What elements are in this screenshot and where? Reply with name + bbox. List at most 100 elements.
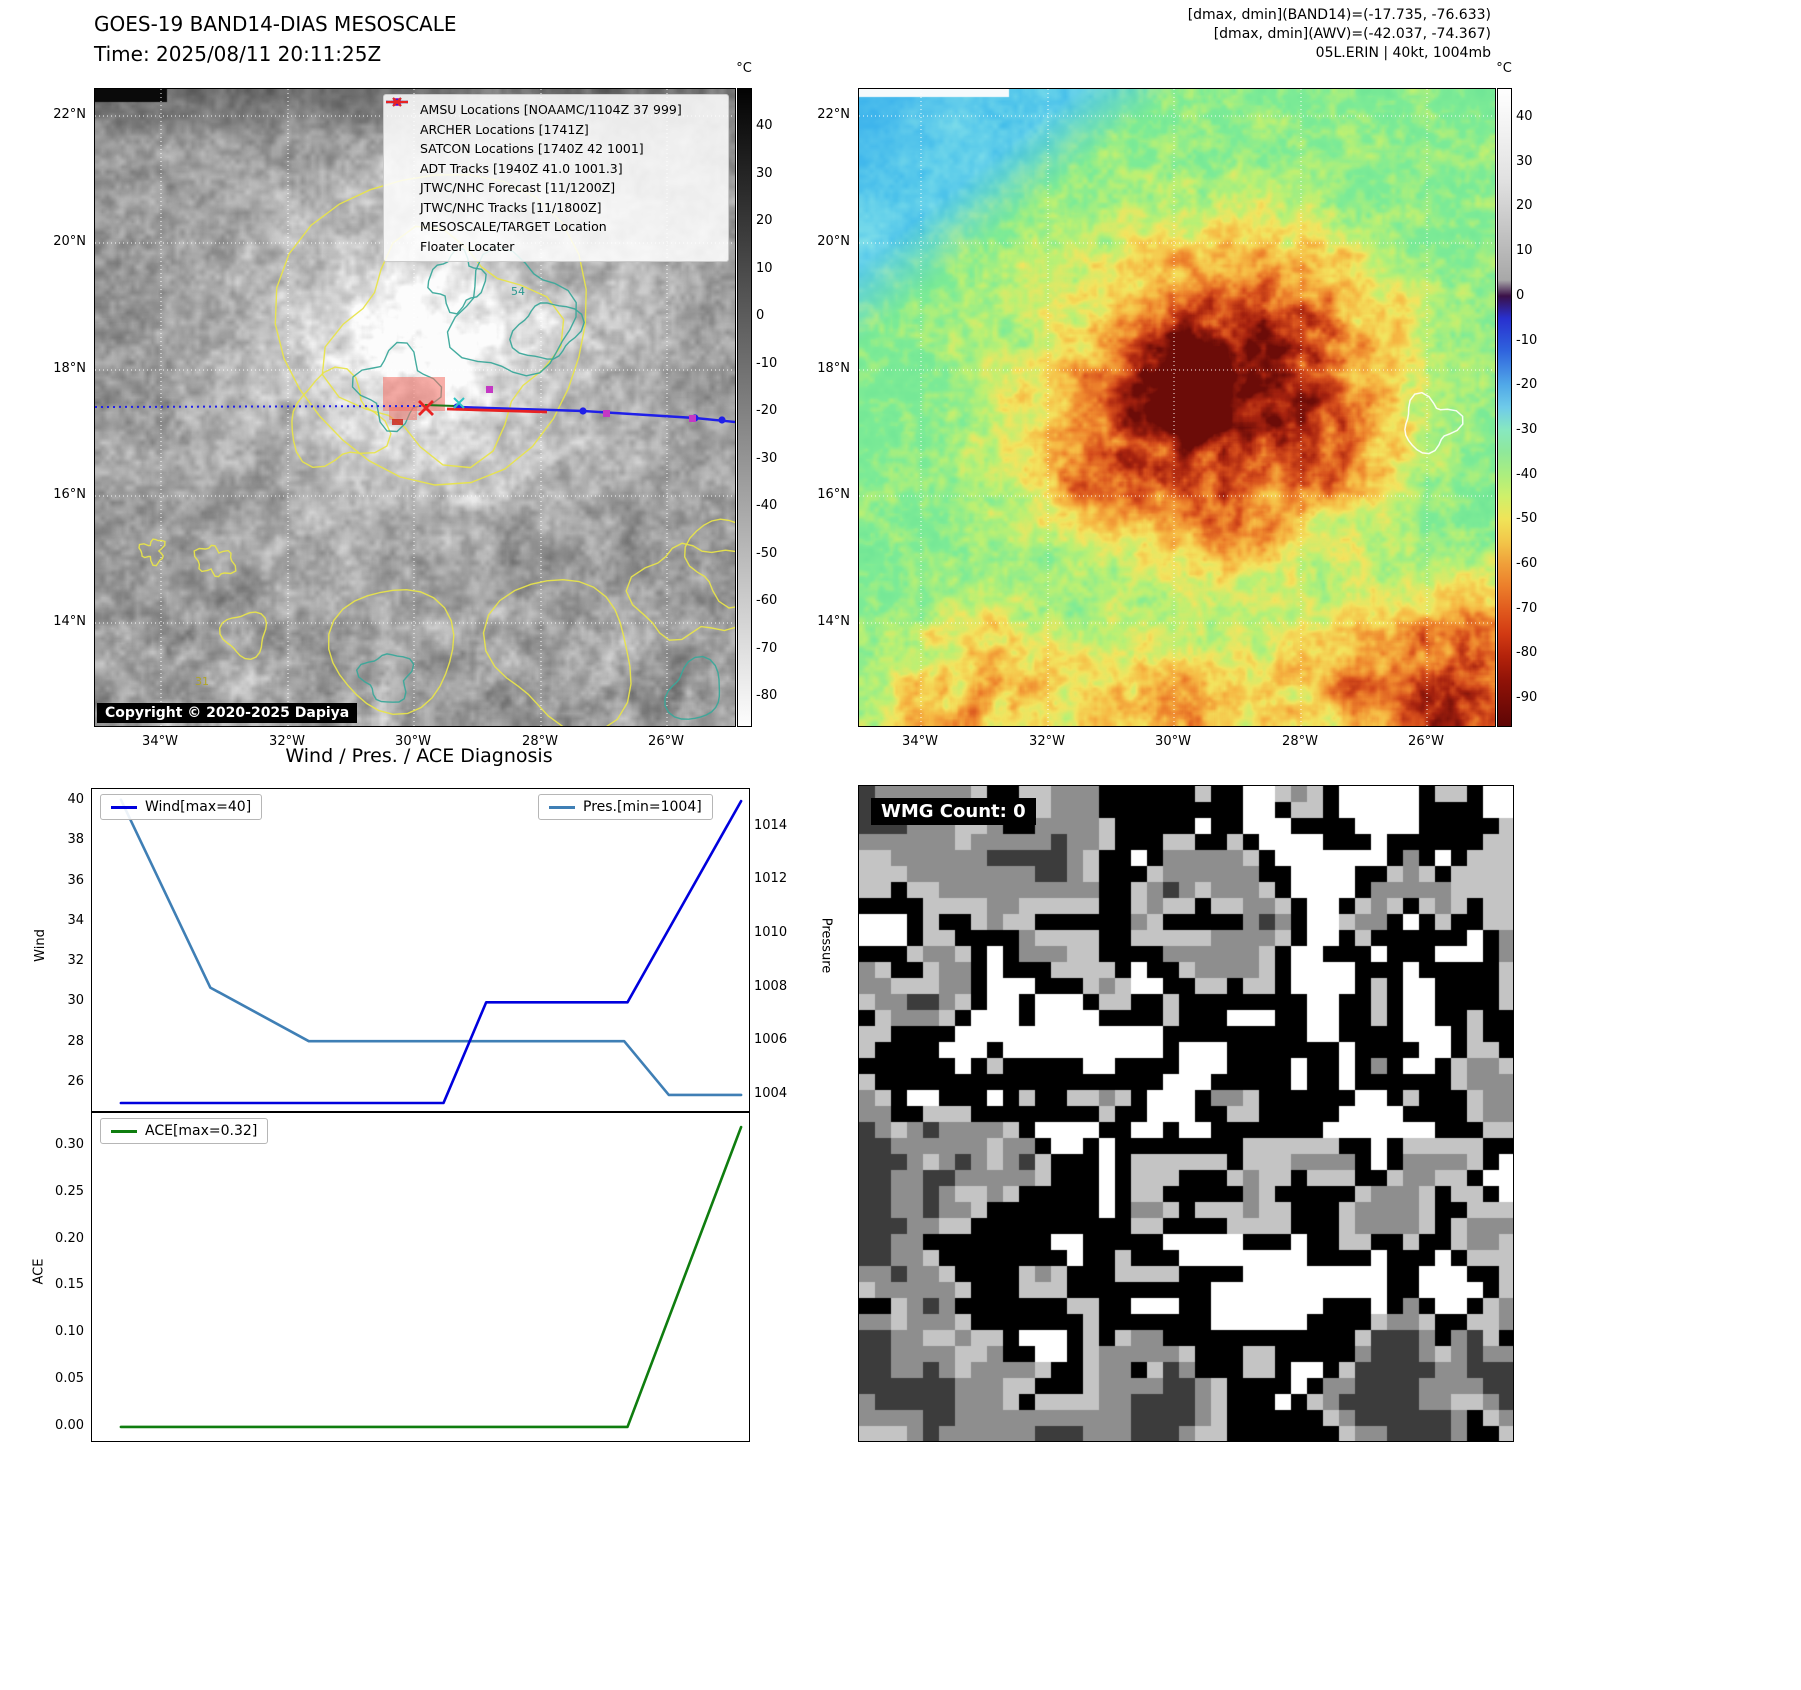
ace-tick-label: 0.20 — [55, 1230, 84, 1246]
lat-tick-label: 20°N — [817, 234, 850, 249]
legend-item-0: AMSU Locations [NOAAMC/1104Z 37 999] — [390, 98, 722, 120]
legend-item-5: JTWC/NHC Tracks [11/1800Z] — [386, 98, 722, 218]
lat-tick-label: 18°N — [817, 361, 850, 376]
legend-item-label: JTWC/NHC Tracks [11/1800Z] — [420, 199, 602, 215]
colorbar-tick-label: 30 — [1516, 153, 1533, 169]
wmg-image — [859, 786, 1513, 1441]
band14-time: Time: 2025/08/11 20:11:25Z — [94, 42, 382, 66]
colorbar-tick-label: -20 — [756, 403, 778, 419]
wind-tick-label: 38 — [67, 832, 84, 848]
legend-item-6: MESOSCALE/TARGET Location — [390, 97, 722, 237]
colorbar-tick-label: -30 — [756, 450, 778, 466]
lat-tick-label: 14°N — [53, 614, 86, 629]
ace-chart: ACE[max=0.32] — [91, 1112, 750, 1442]
legend-item-label: AMSU Locations [NOAAMC/1104Z 37 999] — [420, 102, 682, 118]
ace-tick-label: 0.30 — [55, 1136, 84, 1152]
lon-tick-label: 30°W — [1155, 734, 1191, 749]
ace-line-icon — [111, 1129, 137, 1133]
colorbar-tick-label: -70 — [756, 640, 778, 656]
legend-item-label: JTWC/NHC Forecast [11/1200Z] — [420, 180, 616, 196]
legend-item-label: ARCHER Locations [1741Z] — [420, 121, 589, 137]
wind-tick-label: 30 — [67, 993, 84, 1009]
lon-tick-label: 34°W — [902, 734, 938, 749]
pressure-tick-label: 1008 — [754, 978, 788, 994]
pressure-tick-label: 1006 — [754, 1032, 788, 1048]
colorbar-tick-label: -30 — [1516, 421, 1538, 437]
wind-tick-label: 34 — [67, 912, 84, 928]
lon-tick-label: 26°W — [1408, 734, 1444, 749]
legend-item-label: MESOSCALE/TARGET Location — [420, 219, 607, 235]
pressure-tick-label: 1004 — [754, 1085, 788, 1101]
legend-item-7: Floater Locater — [386, 100, 722, 257]
wind-tick-label: 36 — [67, 872, 84, 888]
ace-tick-label: 0.15 — [55, 1277, 84, 1293]
lat-tick-label: 20°N — [53, 234, 86, 249]
lat-tick-label: 16°N — [817, 487, 850, 502]
colorbar-tick-label: -70 — [1516, 600, 1538, 616]
lon-tick-label: 28°W — [1282, 734, 1318, 749]
lat-tick-label: 16°N — [53, 487, 86, 502]
colorbar-tick-label: 0 — [756, 308, 765, 324]
colorbar-tick-label: -80 — [756, 688, 778, 704]
wind-line-icon — [111, 805, 137, 809]
ace-legend: ACE[max=0.32] — [100, 1118, 269, 1144]
ace-tick-label: 0.05 — [55, 1371, 84, 1387]
lon-tick-label: 32°W — [269, 734, 305, 749]
colorbar-tick-label: 40 — [1516, 109, 1533, 125]
legend-item-label: ADT Tracks [1940Z 41.0 1001.3] — [420, 160, 623, 176]
wind-legend: Wind[max=40] — [100, 794, 263, 820]
legend-item-4: JTWC/NHC Forecast [11/1200Z] — [386, 100, 722, 198]
ace-plot — [119, 1125, 743, 1429]
wind-tick-label: 28 — [67, 1033, 84, 1049]
awv-colorbar — [1497, 88, 1512, 727]
storm-id-label: 05L.ERIN | 40kt, 1004mb — [1315, 45, 1491, 61]
lon-tick-label: 28°W — [522, 734, 558, 749]
lon-tick-label: 32°W — [1029, 734, 1065, 749]
lon-tick-label: 34°W — [142, 734, 178, 749]
lat-tick-label: 14°N — [817, 614, 850, 629]
wind-legend-label: Wind[max=40] — [145, 799, 252, 815]
pressure-tick-label: 1014 — [754, 817, 788, 833]
lon-tick-label: 26°W — [648, 734, 684, 749]
wmg-panel: WMG Count: 0 — [858, 785, 1514, 1442]
ace-tick-label: 0.10 — [55, 1324, 84, 1340]
colorbar-tick-label: -20 — [1516, 377, 1538, 393]
colorbar-tick-label: -60 — [756, 593, 778, 609]
legend-item-label: Floater Locater — [420, 238, 515, 254]
pressure-axis-label: Pressure — [818, 917, 834, 974]
ace-tick-label: 0.25 — [55, 1183, 84, 1199]
contour-value-label: 54 — [511, 285, 525, 298]
dmax-dmin-awv-label: [dmax, dmin](AWV)=(-42.037, -74.367) — [1213, 26, 1491, 42]
legend-item-3: ADT Tracks [1940Z 41.0 1001.3] — [386, 100, 722, 179]
ace-legend-label: ACE[max=0.32] — [145, 1123, 258, 1139]
awv-map — [858, 88, 1496, 727]
colorbar-tick-label: 40 — [756, 118, 773, 134]
lat-tick-label: 22°N — [53, 107, 86, 122]
awv-satellite-image — [859, 89, 1495, 726]
lon-tick-label: 30°W — [395, 734, 431, 749]
colorbar-tick-label: 0 — [1516, 287, 1525, 303]
lat-tick-label: 22°N — [817, 107, 850, 122]
pressure-legend: Pres.[min=1004] — [538, 794, 713, 820]
colorbar-tick-label: -10 — [1516, 332, 1538, 348]
lat-tick-label: 18°N — [53, 361, 86, 376]
colorbar-tick-label: -90 — [1516, 690, 1538, 706]
diagnosis-title: Wind / Pres. / ACE Diagnosis — [285, 745, 553, 767]
awv-header: [dmax, dmin](BAND14)=(-17.735, -76.633) … — [891, 6, 1491, 63]
colorbar-tick-label: -80 — [1516, 645, 1538, 661]
colorbar-tick-label: -40 — [756, 498, 778, 514]
wind-tick-label: 26 — [67, 1073, 84, 1089]
pressure-line-icon — [549, 805, 575, 809]
awv-overlay — [859, 89, 1495, 726]
legend-item-1: ARCHER Locations [1741Z] — [390, 98, 722, 140]
pressure-tick-label: 1012 — [754, 871, 788, 887]
legend-item-label: SATCON Locations [1740Z 42 1001] — [420, 141, 644, 157]
colorbar-tick-label: 30 — [756, 165, 773, 181]
wind-pressure-chart: Wind[max=40] Pres.[min=1004] — [91, 788, 750, 1112]
colorbar-tick-label: 20 — [756, 213, 773, 229]
ace-tick-label: 0.00 — [55, 1417, 84, 1433]
band14-title: GOES-19 BAND14-DIAS MESOSCALE — [94, 12, 457, 36]
band14-colorbar-unit: °C — [736, 61, 752, 76]
dmax-dmin-band14-label: [dmax, dmin](BAND14)=(-17.735, -76.633) — [1187, 7, 1491, 23]
